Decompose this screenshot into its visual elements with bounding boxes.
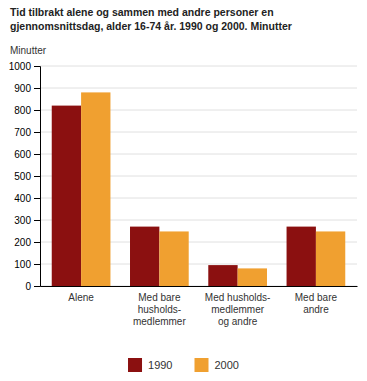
x-tick: Med bareandre	[295, 286, 338, 315]
y-tick-mark	[34, 220, 40, 221]
y-tick-label: 400	[14, 193, 31, 204]
y-tick-mark	[34, 242, 40, 243]
y-tick: 900	[14, 83, 40, 94]
x-tick-label: Alene	[68, 292, 94, 303]
x-tick-label-line: medlemmer	[133, 316, 186, 327]
x-axis-line	[41, 286, 358, 287]
y-axis-label: Minutter	[10, 45, 47, 56]
x-tick-label-line: Alene	[68, 292, 94, 303]
y-tick-label: 1000	[9, 61, 32, 72]
bar	[52, 106, 81, 286]
legend-swatch	[128, 358, 142, 372]
y-tick-mark	[34, 66, 40, 67]
bar	[238, 268, 267, 286]
y-tick-mark	[34, 286, 40, 287]
grid	[40, 66, 357, 286]
x-tick-label: Med barehusholds-medlemmer	[133, 292, 186, 327]
y-tick: 0	[25, 281, 40, 292]
y-tick: 800	[14, 105, 40, 116]
x-tick: Alene	[68, 286, 94, 303]
x-tick-label: Med husholds-medlemmerog andre	[205, 292, 271, 327]
y-axis-line	[34, 67, 41, 287]
x-tick-label-line: andre	[303, 304, 329, 315]
title-line: gjennomsnittsdag, alder 16-74 år. 1990 o…	[10, 20, 292, 32]
title-line: Tid tilbrakt alene og sammen med andre p…	[10, 6, 274, 18]
y-tick: 600	[14, 149, 40, 160]
y-tick-label: 200	[14, 237, 31, 248]
x-tick: Med barehusholds-medlemmer	[133, 286, 186, 327]
y-tick-label: 900	[14, 83, 31, 94]
legend-label: 1990	[148, 359, 172, 371]
y-tick-label: 600	[14, 149, 31, 160]
y-tick-mark	[34, 198, 40, 199]
bar-series	[81, 92, 345, 286]
x-tick-label-line: Med bare	[295, 292, 338, 303]
y-tick-mark	[34, 132, 40, 133]
y-tick: 700	[14, 127, 40, 138]
y-tick-label: 0	[25, 281, 31, 292]
chart: Tid tilbrakt alene og sammen med andre p…	[0, 0, 367, 381]
x-tick-label: Med bareandre	[295, 292, 338, 315]
x-tick-label-line: husholds-	[138, 304, 181, 315]
legend-label: 2000	[215, 359, 239, 371]
bar	[287, 227, 316, 286]
x-tick-label-line: medlemmer	[211, 304, 264, 315]
x-tick-label-line: Med bare	[138, 292, 181, 303]
y-tick-label: 100	[14, 259, 31, 270]
y-tick-mark	[34, 88, 40, 89]
y-tick-label: 700	[14, 127, 31, 138]
y-axis: 0 100 200 300 400 500 600 700 800 900 1000	[9, 61, 41, 292]
bars	[52, 92, 346, 286]
y-tick-mark	[34, 110, 40, 111]
bar	[159, 231, 188, 286]
grid-line	[40, 88, 357, 89]
y-tick-label: 300	[14, 215, 31, 226]
x-axis: AleneMed barehusholds-medlemmerMed husho…	[41, 286, 358, 327]
y-tick-mark	[34, 154, 40, 155]
y-tick-mark	[34, 176, 40, 177]
x-tick-label-line: Med husholds-	[205, 292, 271, 303]
y-tick: 200	[14, 237, 40, 248]
legend: 1990 2000	[128, 358, 239, 372]
x-tick-label-line: og andre	[218, 316, 258, 327]
y-tick-label: 800	[14, 105, 31, 116]
grid-line	[40, 66, 357, 67]
bar	[208, 265, 237, 286]
y-tick: 1000	[9, 61, 40, 72]
y-tick: 400	[14, 193, 40, 204]
legend-swatch	[195, 358, 209, 372]
plot: 0 100 200 300 400 500 600 700 800 900 1000 Alene Med…	[9, 61, 358, 327]
y-tick: 500	[14, 171, 40, 182]
bar	[81, 92, 110, 286]
y-tick-label: 500	[14, 171, 31, 182]
legend-item: 2000	[195, 358, 239, 372]
y-tick: 300	[14, 215, 40, 226]
y-tick-mark	[34, 264, 40, 265]
legend-item: 1990	[128, 358, 172, 372]
y-tick: 100	[14, 259, 40, 270]
bar	[130, 227, 159, 286]
bar	[316, 231, 345, 286]
x-tick: Med husholds-medlemmerog andre	[205, 286, 271, 327]
title: Tid tilbrakt alene og sammen med andre p…	[10, 6, 292, 32]
